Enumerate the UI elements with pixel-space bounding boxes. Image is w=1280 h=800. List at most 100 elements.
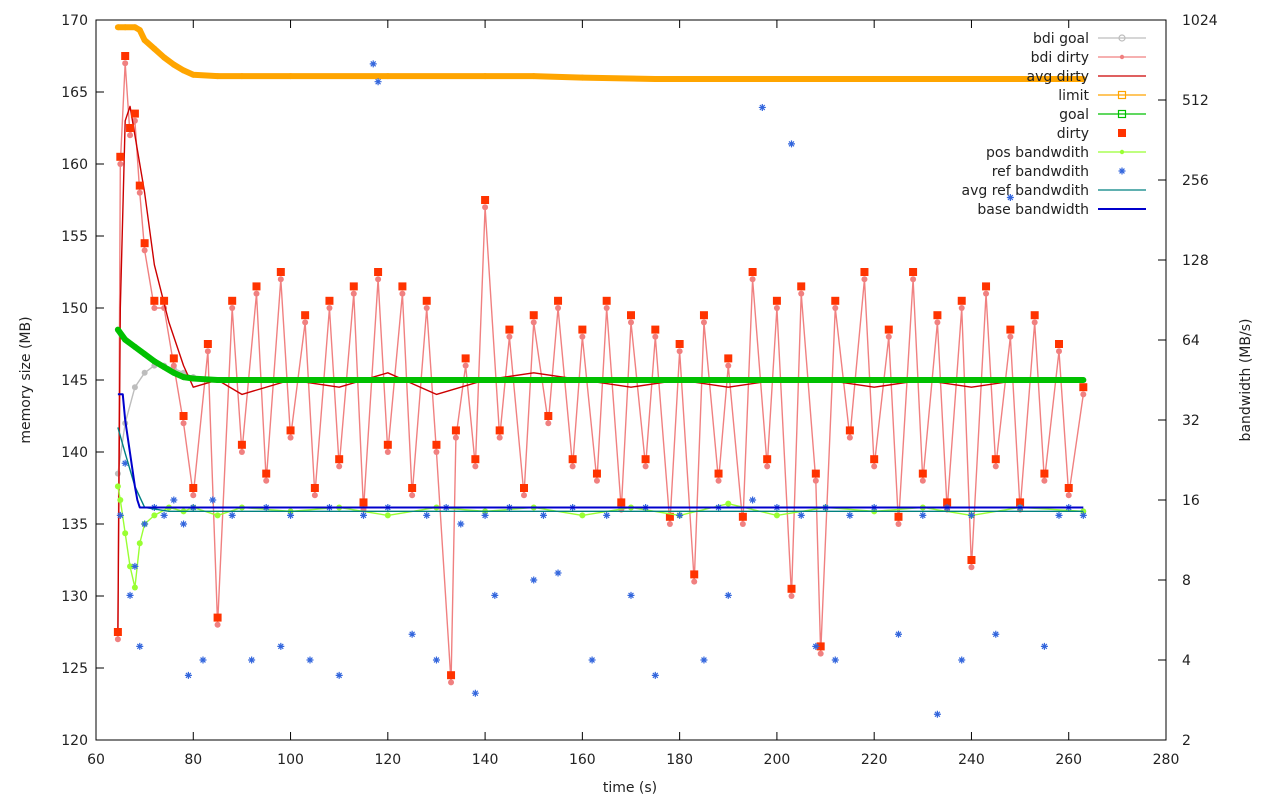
data-point	[326, 305, 333, 311]
data-point	[335, 671, 343, 679]
data-point	[114, 24, 121, 31]
data-point	[569, 463, 576, 470]
legend-label: avg dirty	[1026, 69, 1089, 85]
data-point	[452, 434, 459, 441]
data-point	[374, 268, 383, 276]
data-point	[141, 369, 148, 376]
data-point	[1056, 348, 1062, 355]
data-point	[349, 282, 358, 291]
data-point	[160, 296, 169, 305]
data-point	[1040, 642, 1048, 650]
data-point	[651, 325, 660, 334]
y2-tick-label: 1024	[1182, 13, 1218, 29]
data-point	[691, 578, 698, 585]
legend-marker	[1119, 149, 1125, 155]
data-point	[787, 584, 796, 593]
data-point	[311, 492, 318, 499]
data-point	[739, 521, 746, 527]
data-point	[116, 152, 125, 161]
data-point	[554, 296, 563, 305]
data-point	[1055, 340, 1063, 348]
data-point	[122, 60, 129, 67]
data-point	[151, 358, 158, 365]
data-point	[530, 576, 538, 584]
data-point	[335, 455, 344, 464]
data-point	[1016, 498, 1025, 507]
legend-marker	[1118, 167, 1126, 175]
data-point	[764, 463, 771, 470]
data-point	[860, 268, 869, 276]
legend-marker	[1117, 90, 1127, 100]
data-point	[933, 311, 942, 320]
data-point	[933, 710, 941, 718]
legend-label: dirty	[1057, 126, 1089, 142]
series-goal	[114, 326, 1087, 383]
y2-tick-label: 32	[1182, 413, 1200, 429]
data-point	[738, 512, 747, 521]
y-axis-title: memory size (MB)	[18, 316, 34, 443]
data-point	[471, 689, 479, 697]
data-point	[495, 426, 504, 435]
data-point	[190, 492, 197, 499]
data-point	[214, 512, 221, 519]
data-point	[544, 412, 553, 420]
data-point	[871, 76, 878, 83]
series-line	[117, 393, 1084, 509]
data-point	[817, 650, 824, 657]
data-point	[797, 282, 806, 291]
data-point	[141, 37, 148, 44]
data-point	[122, 530, 129, 537]
legend-label: limit	[1058, 88, 1089, 104]
y2-tick-label: 512	[1182, 93, 1209, 109]
data-point	[482, 204, 489, 211]
data-point	[151, 305, 158, 311]
data-point	[676, 348, 683, 355]
data-point	[651, 671, 659, 679]
data-point	[1065, 492, 1072, 499]
data-point	[131, 343, 138, 350]
series-avg-dirty	[117, 105, 1084, 633]
data-point	[287, 434, 294, 441]
data-point	[812, 642, 820, 650]
data-point	[122, 336, 129, 343]
data-point	[302, 319, 309, 326]
data-point	[724, 354, 733, 363]
data-point	[409, 492, 416, 499]
data-point	[214, 73, 221, 80]
data-point	[627, 591, 635, 599]
data-point	[871, 377, 878, 383]
y-tick-label: 160	[61, 157, 88, 173]
data-point	[983, 290, 990, 297]
data-point	[116, 511, 124, 519]
data-point	[968, 76, 975, 83]
data-point	[471, 455, 480, 464]
data-point	[592, 469, 601, 478]
legend-label: goal	[1059, 107, 1089, 123]
data-point	[676, 76, 683, 83]
data-point	[180, 374, 187, 381]
data-point	[151, 512, 158, 519]
data-point	[554, 569, 562, 577]
data-point	[811, 469, 820, 478]
data-point	[253, 290, 260, 297]
data-point	[423, 511, 431, 519]
data-point	[909, 268, 918, 276]
data-point	[336, 463, 343, 470]
data-point	[399, 290, 406, 297]
legend-label: bdi goal	[1033, 31, 1089, 47]
data-point	[375, 276, 382, 283]
data-point	[374, 78, 382, 86]
data-point	[127, 132, 134, 139]
data-point	[1030, 311, 1039, 320]
data-point	[676, 511, 684, 519]
data-point	[725, 500, 732, 507]
data-point	[447, 671, 456, 680]
data-point	[724, 591, 732, 599]
data-point	[482, 377, 489, 383]
data-point	[306, 656, 314, 664]
data-point	[398, 282, 407, 291]
data-point	[982, 282, 991, 291]
series-avg-ref-bandwdith	[117, 427, 1084, 513]
data-point	[228, 296, 237, 305]
